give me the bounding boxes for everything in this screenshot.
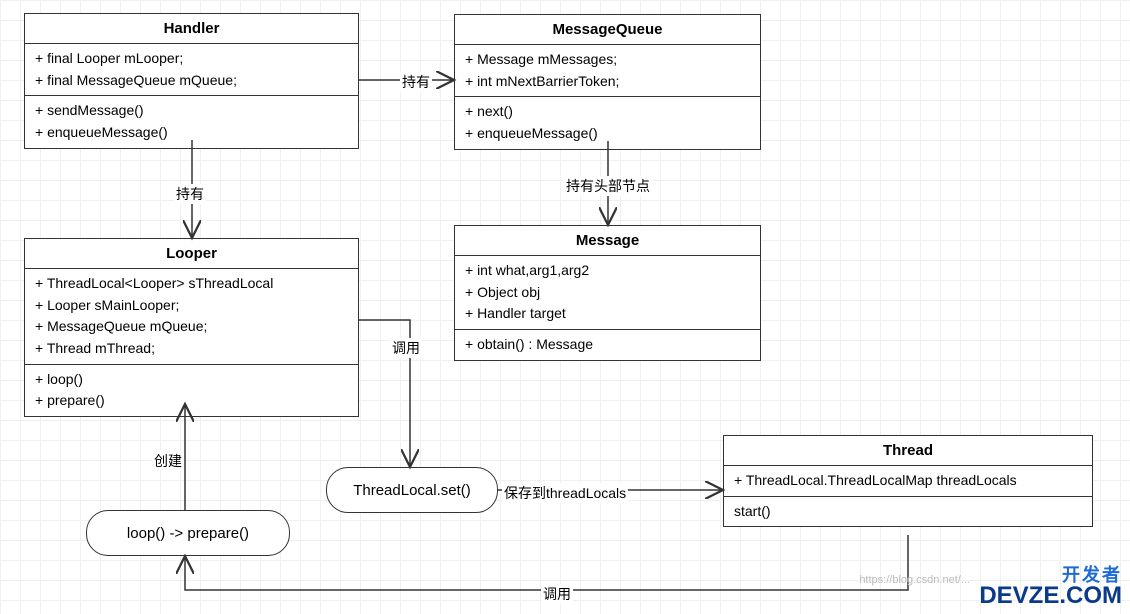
method: + next(): [465, 101, 750, 123]
method: start(): [734, 501, 1082, 523]
field: + ThreadLocal.ThreadLocalMap threadLocal…: [734, 470, 1082, 492]
field: + Handler target: [465, 303, 750, 325]
edge-label: 保存到threadLocals: [502, 483, 628, 503]
fields: + ThreadLocal<Looper> sThreadLocal + Loo…: [25, 269, 358, 364]
edge-label: 创建: [152, 451, 184, 471]
class-thread: Thread + ThreadLocal.ThreadLocalMap thre…: [723, 435, 1093, 527]
class-title: MessageQueue: [455, 15, 760, 45]
fields: + ThreadLocal.ThreadLocalMap threadLocal…: [724, 466, 1092, 496]
method: + prepare(): [35, 390, 348, 412]
fields: + Message mMessages; + int mNextBarrierT…: [455, 45, 760, 96]
edge-label: 持有: [174, 184, 206, 204]
edge-label: 持有头部节点: [564, 176, 652, 196]
field: + MessageQueue mQueue;: [35, 316, 348, 338]
field: + Message mMessages;: [465, 49, 750, 71]
method: + enqueueMessage(): [35, 122, 348, 144]
class-message: Message + int what,arg1,arg2 + Object ob…: [454, 225, 761, 361]
edge-label: 持有: [400, 72, 432, 92]
class-looper: Looper + ThreadLocal<Looper> sThreadLoca…: [24, 238, 359, 417]
edge-label: 调用: [541, 584, 573, 604]
class-title: Message: [455, 226, 760, 256]
class-messagequeue: MessageQueue + Message mMessages; + int …: [454, 14, 761, 150]
method: + obtain() : Message: [465, 334, 750, 356]
methods: + loop() + prepare(): [25, 364, 358, 416]
method: + enqueueMessage(): [465, 123, 750, 145]
field: + ThreadLocal<Looper> sThreadLocal: [35, 273, 348, 295]
node-threadlocal-set: ThreadLocal.set(): [326, 467, 498, 513]
field: + Object obj: [465, 282, 750, 304]
methods: + next() + enqueueMessage(): [455, 96, 760, 148]
field: + int what,arg1,arg2: [465, 260, 750, 282]
watermark-url: https://blog.csdn.net/...: [859, 574, 970, 586]
label: ThreadLocal.set(): [353, 482, 471, 499]
watermark: 开发者 DEVZE.COM: [979, 566, 1122, 608]
methods: + sendMessage() + enqueueMessage(): [25, 95, 358, 147]
class-title: Looper: [25, 239, 358, 269]
class-handler: Handler + final Looper mLooper; + final …: [24, 13, 359, 149]
watermark-line2: DEVZE.COM: [979, 584, 1122, 608]
methods: + obtain() : Message: [455, 329, 760, 360]
field: + int mNextBarrierToken;: [465, 71, 750, 93]
class-title: Thread: [724, 436, 1092, 466]
node-loop-prepare: loop() -> prepare(): [86, 510, 290, 556]
methods: start(): [724, 496, 1092, 527]
fields: + int what,arg1,arg2 + Object obj + Hand…: [455, 256, 760, 329]
field: + Looper sMainLooper;: [35, 295, 348, 317]
field: + Thread mThread;: [35, 338, 348, 360]
field: + final MessageQueue mQueue;: [35, 70, 348, 92]
class-title: Handler: [25, 14, 358, 44]
method: + loop(): [35, 369, 348, 391]
method: + sendMessage(): [35, 100, 348, 122]
edge-thread-loopprep: [185, 535, 908, 590]
field: + final Looper mLooper;: [35, 48, 348, 70]
edge-label: 调用: [390, 338, 422, 358]
label: loop() -> prepare(): [127, 525, 249, 542]
fields: + final Looper mLooper; + final MessageQ…: [25, 44, 358, 95]
